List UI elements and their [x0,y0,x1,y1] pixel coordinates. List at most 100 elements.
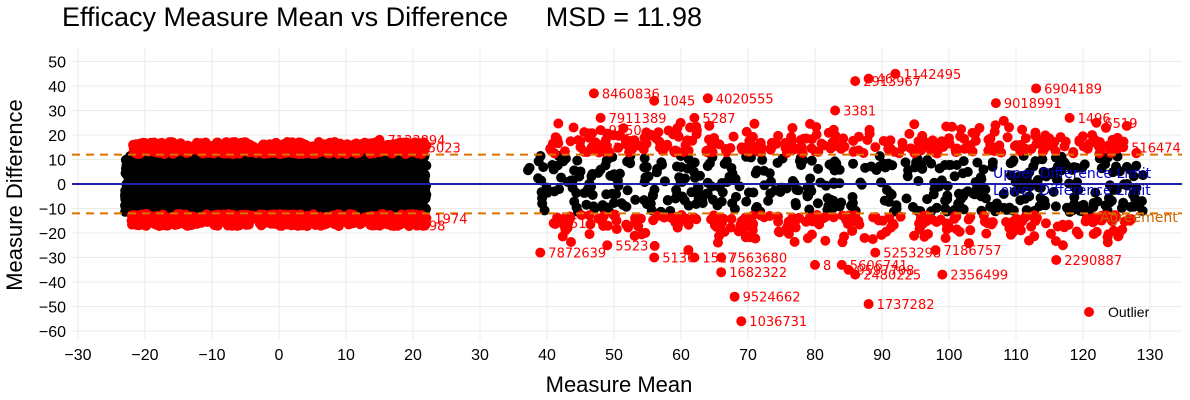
outlier-point [927,135,938,146]
labeled-outlier-point [689,112,700,123]
legend-outlier-label: Outlier [1108,304,1150,320]
labeled-outlier-point [595,112,606,123]
data-point [943,159,954,170]
data-point [649,184,660,195]
data-point [161,199,172,210]
data-point [987,161,998,172]
outlier-point [608,210,619,221]
data-point [125,170,136,181]
outlier-point [1052,221,1063,232]
outlier-point [1024,235,1035,246]
outlier-id-label: 9597708 [857,264,915,279]
outlier-point [916,145,927,156]
labeled-outlier-point [830,105,841,116]
data-point [1016,183,1027,194]
outlier-point [683,244,694,255]
data-point [901,193,912,204]
data-point [1035,192,1046,203]
outlier-point [974,123,985,134]
data-point [524,162,535,173]
data-point [336,201,347,212]
labeled-outlier-point [548,218,559,229]
data-point [1088,202,1099,213]
data-point [1121,161,1132,172]
data-point [724,171,735,182]
labeled-outlier-point [588,88,599,99]
outlier-point [266,142,277,153]
outlier-point [914,218,925,229]
labeled-outlier-point [1031,83,1042,94]
outlier-id-label: 5606741 [850,259,908,274]
outlier-point [959,133,970,144]
x-tick-label: −30 [64,347,91,364]
x-tick-label: 0 [275,347,284,364]
outlier-point [741,126,752,137]
data-point [775,186,786,197]
outlier-id-label: 7186757 [944,244,1002,259]
outlier-point [1011,213,1022,224]
outlier-point [728,131,739,142]
labeled-outlier-point [535,247,546,258]
data-point [622,185,633,196]
outlier-id-label: 7872639 [548,247,606,262]
outlier-point [913,136,924,147]
outlier-point [1090,135,1101,146]
outlier-point [740,221,751,232]
data-point [325,189,336,200]
data-point [132,164,143,175]
data-point [879,195,890,206]
data-point [571,187,582,198]
data-point [1128,201,1139,212]
data-point [831,158,842,169]
data-point [616,198,627,209]
outlier-point [837,237,848,248]
x-tick-label: 60 [672,347,690,364]
data-point [271,193,282,204]
outlier-id-label: 6675063 [140,215,198,230]
outlier-point [675,117,686,128]
outlier-id-label: 1496 [1078,112,1111,127]
outlier-point [1124,215,1135,226]
outlier-point [885,135,896,146]
y-tick-label: 40 [48,79,66,96]
outlier-point [140,218,151,229]
outlier-id-label: 5253298 [883,247,941,262]
outlier-point [801,133,812,144]
outlier-id-label: 1045 [662,95,695,110]
outlier-point [230,140,241,151]
outlier-point [820,212,831,223]
outlier-point [709,214,720,225]
data-point [998,188,1009,199]
outlier-point [304,218,315,229]
data-point [1035,182,1046,193]
outlier-point [654,142,665,153]
y-tick-label: −60 [39,324,66,341]
outlier-id-label: 9768898 [388,220,446,235]
data-point [1024,191,1035,202]
outlier-point [811,121,822,132]
outlier-point [961,143,972,154]
x-tick-label: 110 [1003,347,1029,364]
data-point [676,162,687,173]
outlier-point [950,144,961,155]
outlier-point [611,224,622,235]
outlier-point [132,148,143,159]
outlier-point [689,212,700,223]
labeled-outlier-point [702,93,713,104]
data-point [656,157,667,168]
labeled-outlier-point [870,247,881,258]
outlier-point [553,118,564,129]
data-point [957,168,968,179]
data-point [289,164,300,175]
outlier-point [349,139,360,150]
outlier-point [1103,229,1114,240]
data-point [998,202,1009,213]
outlier-id-label: 7133894 [388,134,446,149]
outlier-point [812,210,823,221]
data-point [805,173,816,184]
outlier-point [311,141,322,152]
outlier-point [1100,122,1111,133]
data-point [417,156,428,167]
data-point [942,180,953,191]
